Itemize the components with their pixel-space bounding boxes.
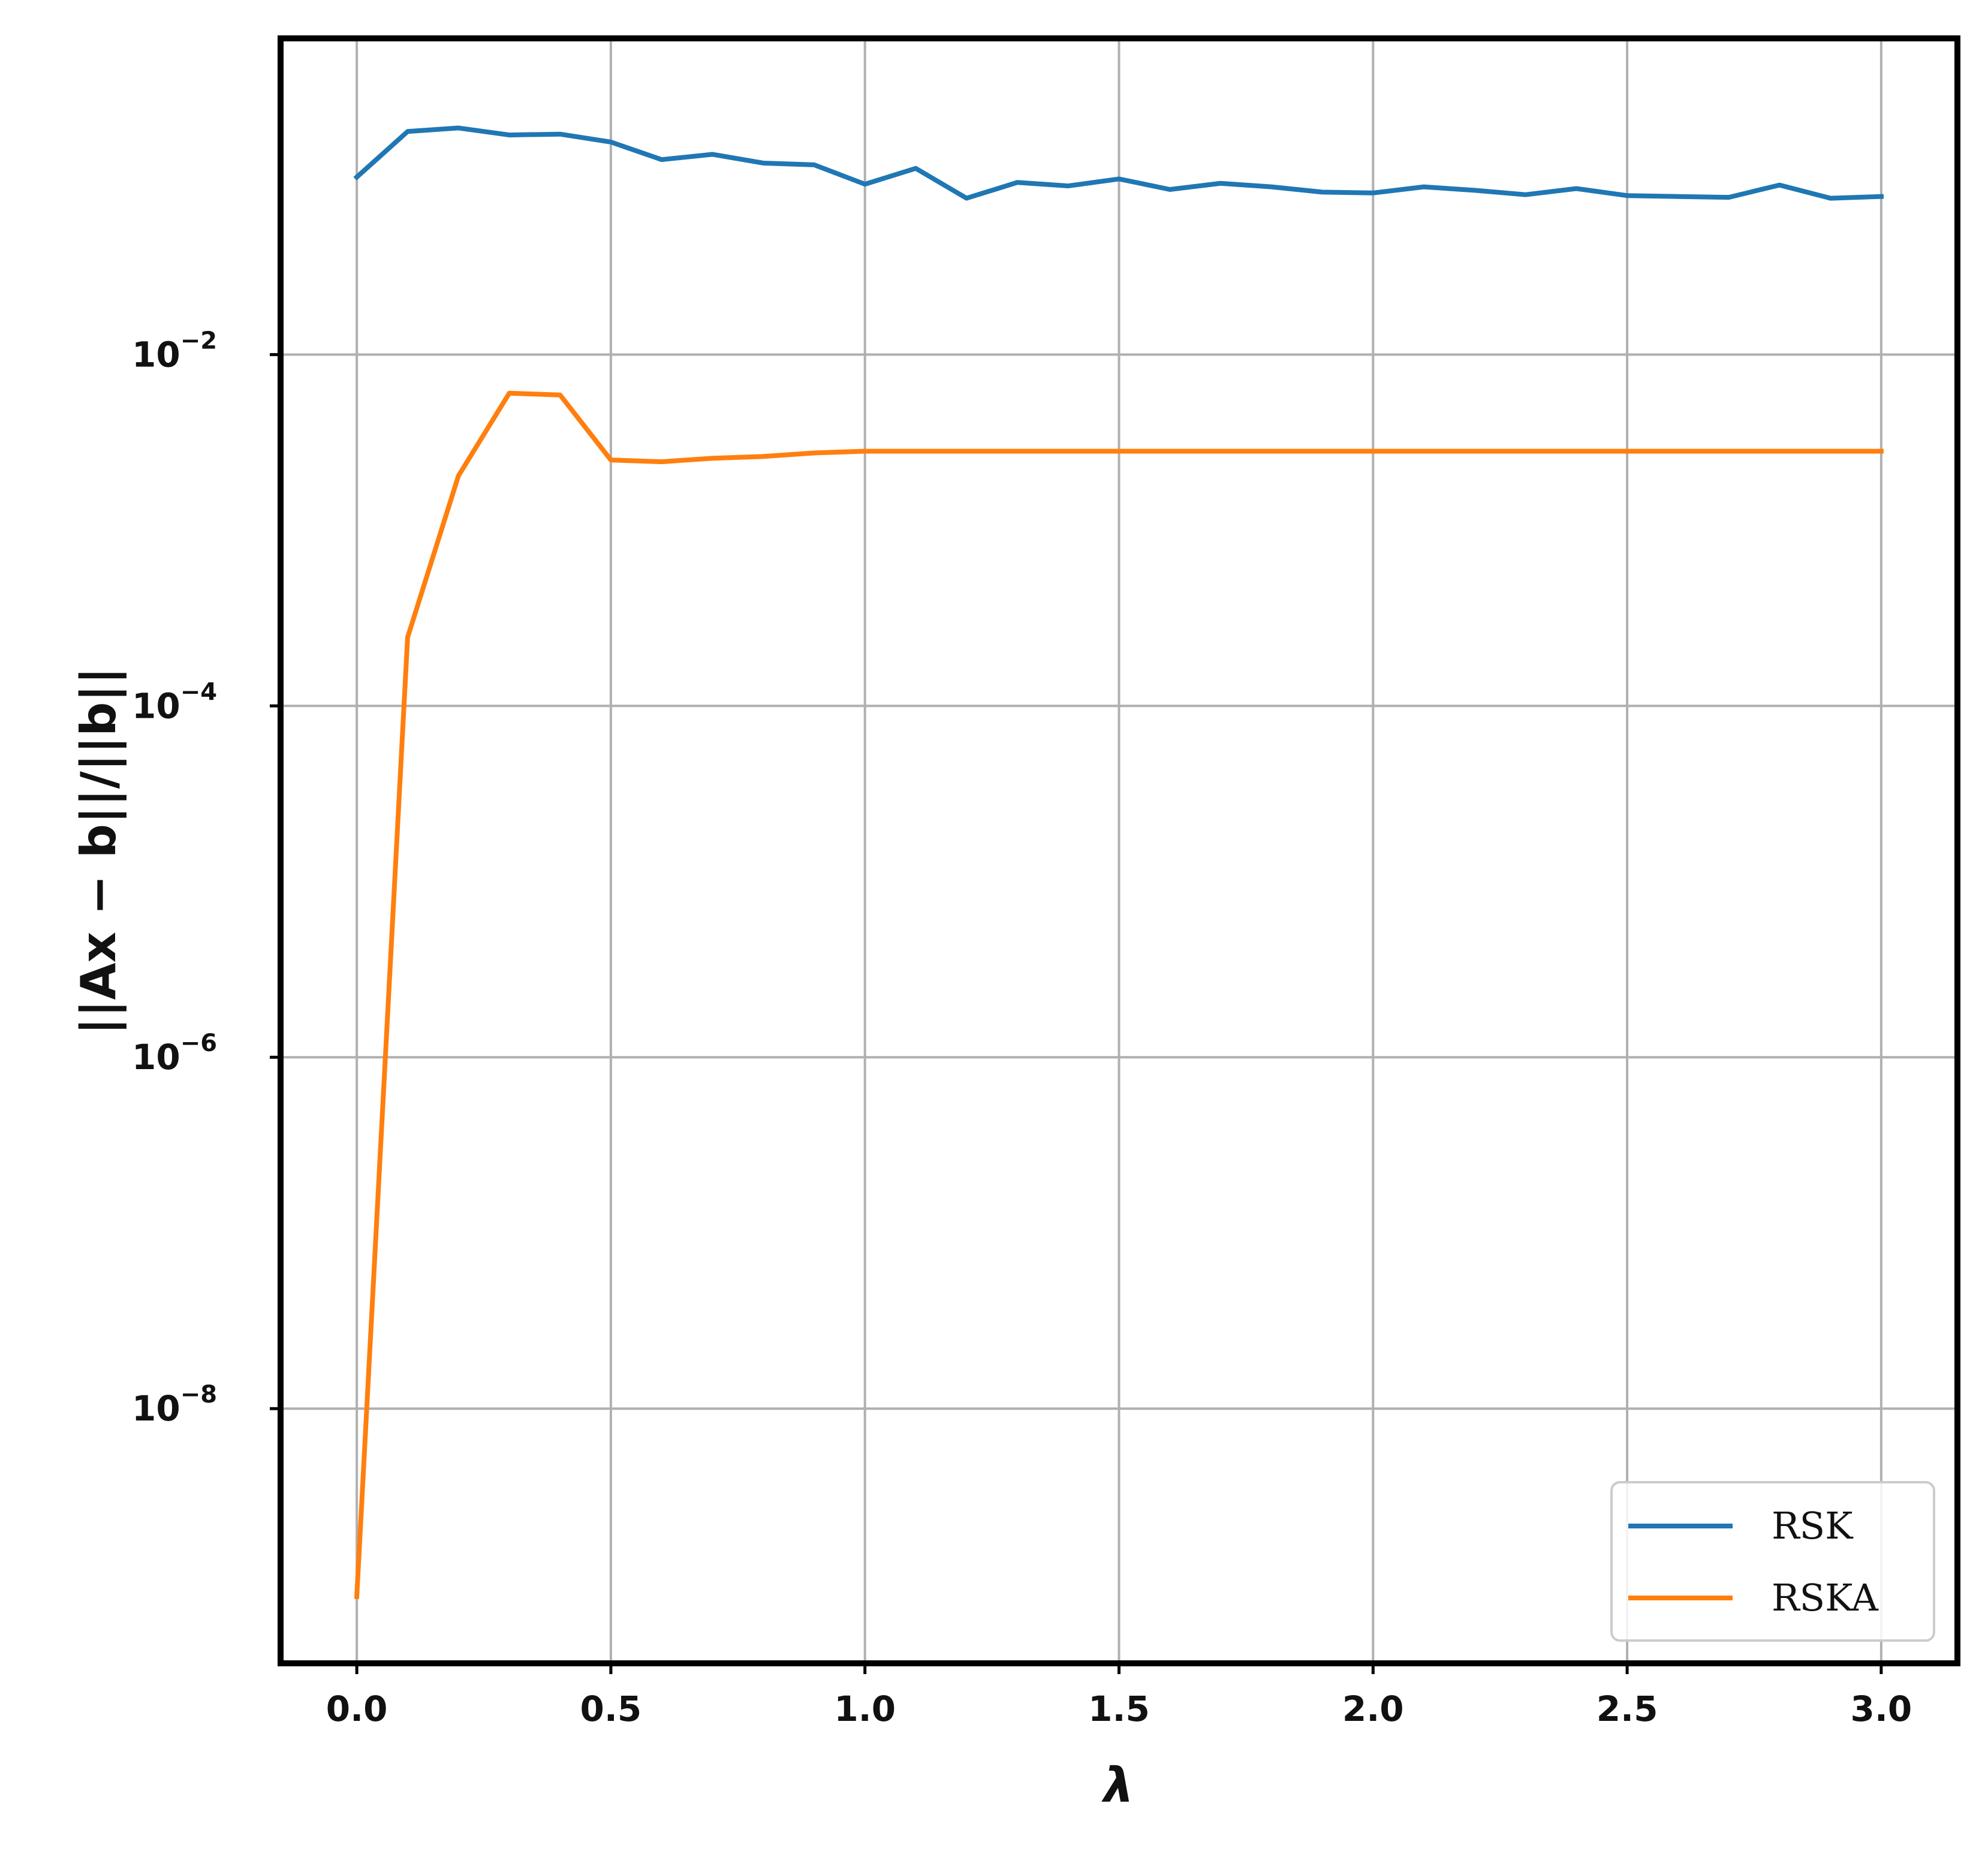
y-tick-base: 10 [132, 334, 180, 375]
x-tick-label: 0.5 [580, 1689, 642, 1729]
legend: RSK RSKA [1610, 1481, 1935, 1642]
series-line-rsk [353, 125, 1884, 201]
y-tick-base: 10 [132, 1388, 180, 1429]
x-tick-label: 2.0 [1342, 1689, 1404, 1729]
x-tick-label: 1.0 [834, 1689, 896, 1729]
y-tick-label: 10−2 [132, 327, 217, 375]
y-tick-label: 10−8 [132, 1381, 217, 1429]
legend-box [1610, 1481, 1935, 1642]
y-tick-exponent: −4 [180, 678, 217, 706]
ticks: 0.0 0.5 1.0 1.5 2.0 2.5 3.010−210−410−610−8 [132, 327, 1912, 1729]
x-tick-label: 1.5 [1088, 1689, 1150, 1729]
y-tick-base: 10 [132, 1037, 180, 1078]
y-tick-base: 10 [132, 685, 180, 726]
y-tick-exponent: −6 [180, 1030, 217, 1057]
x-tick-label: 0.0 [326, 1689, 388, 1729]
x-tick-label: 2.5 [1597, 1689, 1658, 1729]
grid [281, 38, 1957, 1663]
series-layer [353, 125, 1884, 1599]
x-axis-label: λ [1101, 1757, 1134, 1813]
y-tick-exponent: −8 [180, 1381, 217, 1408]
y-tick-label: 10−4 [132, 678, 217, 726]
legend-label-rsk: RSK [1772, 1504, 1854, 1548]
y-tick-label: 10−6 [132, 1030, 217, 1078]
y-axis-label: ||Ax − b||/||b|| [71, 667, 127, 1035]
x-tick-label: 3.0 [1850, 1689, 1912, 1729]
series-line-rska [354, 390, 1884, 1599]
legend-label-rska: RSKA [1772, 1576, 1879, 1620]
y-tick-exponent: −2 [180, 327, 217, 354]
